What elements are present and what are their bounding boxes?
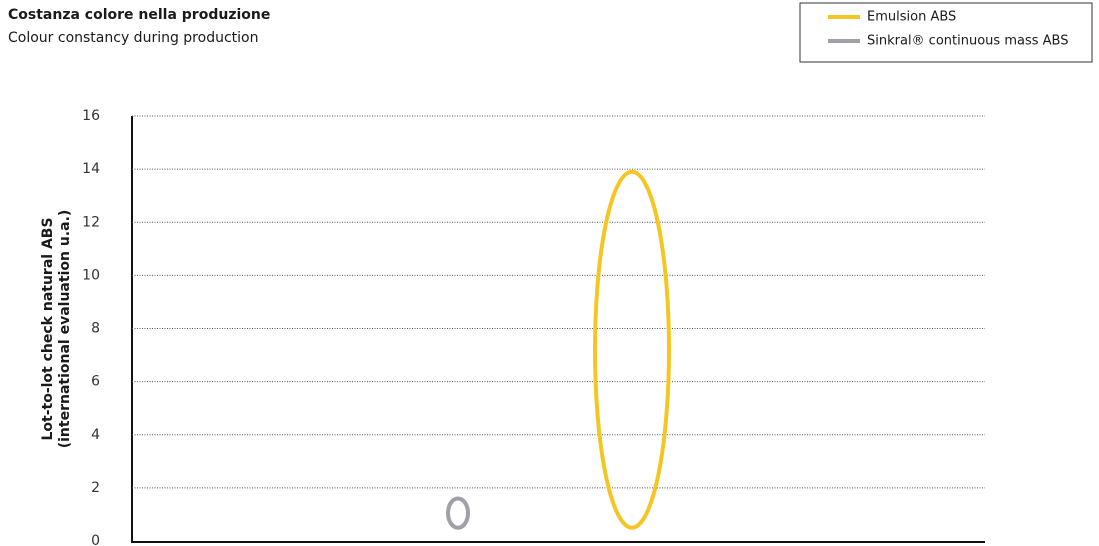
y-axis-label: Lot-to-lot check natural ABS [40, 217, 56, 440]
y-tick-label: 14 [82, 161, 100, 177]
y-axis-label: (international evaluation u.a.) [57, 210, 73, 449]
chart-title: Costanza colore nella produzione [8, 7, 270, 23]
chart-subtitle: Colour constancy during production [8, 30, 258, 46]
y-tick-label: 0 [91, 533, 100, 546]
y-tick-label: 4 [91, 427, 100, 443]
y-tick-label: 12 [82, 214, 100, 230]
y-tick-label: 6 [91, 374, 100, 390]
y-tick-label: 10 [82, 267, 100, 283]
range-ellipse [446, 496, 470, 530]
legend-label: Emulsion ABS [867, 10, 956, 25]
legend-box [799, 2, 1093, 63]
range-ellipse [593, 169, 671, 530]
y-tick-label: 2 [91, 480, 100, 496]
y-tick-label: 8 [91, 321, 100, 337]
y-tick-label: 16 [82, 108, 100, 124]
legend-label: Sinkral® continuous mass ABS [867, 34, 1068, 49]
